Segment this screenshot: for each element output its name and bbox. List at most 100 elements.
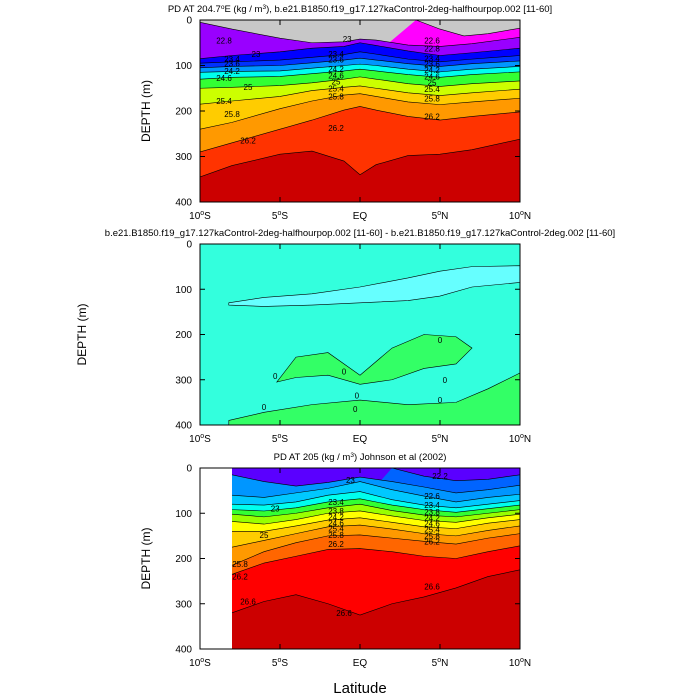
y-tick-label: 0	[186, 16, 192, 27]
contour-label: 25.4	[328, 84, 344, 93]
x-tick-label: 5oN	[432, 433, 449, 445]
y-tick-label: 300	[175, 152, 192, 163]
contour-label: 23.8	[328, 507, 344, 516]
contour-label: 25.8	[424, 532, 440, 541]
x-tick-label: 10oN	[509, 210, 531, 222]
contour-label: 23.4	[424, 501, 440, 510]
contour-label: 0	[262, 403, 267, 412]
contour-line	[200, 76, 520, 89]
y-tick-label: 400	[175, 198, 192, 209]
contour-label: 24.6	[328, 519, 344, 528]
y-tick-label: 0	[186, 240, 192, 251]
x-tick-label: 10oN	[509, 657, 531, 669]
contour-label: 23.4	[328, 50, 344, 59]
contour-label: 23.8	[424, 508, 440, 517]
chart-title: PD AT 204.7oE (kg / m3), b.e21.B1850.f19…	[168, 4, 552, 15]
contour-label: 26.2	[424, 112, 440, 121]
contour-label: 0	[438, 396, 443, 405]
contour-label: 24.6	[216, 74, 232, 83]
contour-line	[200, 63, 520, 73]
x-tick-label: 10oN	[509, 433, 531, 445]
contour-label: 24.6	[424, 72, 440, 81]
x-tick-label: 5oS	[272, 657, 288, 669]
contour-label: 24.2	[424, 66, 440, 75]
contour-label: 25.8	[224, 110, 240, 119]
contour-label: 25	[332, 77, 341, 86]
contour-label: 24.2	[328, 65, 344, 74]
y-tick-label: 0	[186, 464, 192, 475]
y-tick-label: 200	[175, 554, 192, 565]
contour-label: 0	[342, 368, 347, 377]
contour-line	[200, 138, 520, 178]
contour-line	[200, 51, 520, 64]
contour-label: 24.2	[424, 514, 440, 523]
contour-label: 26.2	[328, 124, 344, 133]
contour-label: 25	[428, 78, 437, 87]
contour-label: 25.8	[328, 531, 344, 540]
contour-line	[231, 474, 520, 494]
contour-label: 26.2	[424, 537, 440, 546]
contour-line	[200, 21, 520, 47]
contour-label: 23.6	[224, 60, 240, 69]
contour-label: 26.2	[232, 573, 248, 582]
contour-label: 25	[244, 83, 253, 92]
y-tick-label: 200	[175, 107, 192, 118]
contour-label: 23	[271, 505, 280, 514]
x-axis-label: Latitude	[333, 680, 386, 697]
contour-label: 25.8	[328, 92, 344, 101]
contour-line	[200, 85, 520, 105]
contour-line	[232, 517, 520, 532]
contour-line	[200, 42, 520, 59]
contour-label: 25.8	[424, 94, 440, 103]
contour-label: 0	[273, 372, 278, 381]
contour-label: 23.4	[328, 498, 344, 507]
contour-label: 22.8	[216, 36, 232, 45]
contour-label: 24.6	[328, 72, 344, 81]
contour-label: 25.4	[216, 97, 232, 106]
x-tick-label: 5oS	[272, 433, 288, 445]
contour-region	[228, 372, 520, 425]
contour-label: 23	[346, 476, 355, 485]
y-tick-label: 400	[175, 421, 192, 432]
x-tick-label: 5oS	[272, 210, 288, 222]
contour-label: 23	[343, 35, 352, 44]
y-tick-label: 200	[175, 330, 192, 341]
contour-label: 23.6	[328, 56, 344, 65]
y-tick-label: 100	[175, 285, 192, 296]
contour-label: 24.2	[328, 513, 344, 522]
x-tick-label: 10oS	[189, 433, 211, 445]
contour-label: 0	[353, 405, 358, 414]
x-tick-label: EQ	[353, 434, 368, 445]
contour-label: 0	[355, 392, 360, 401]
contour-label: 23.6	[424, 60, 440, 69]
contour-label: 22.6	[424, 36, 440, 45]
y-axis-label: DEPTH (m)	[139, 80, 153, 142]
contour-label: 25.4	[424, 85, 440, 94]
contour-line	[391, 468, 520, 481]
contour-region	[228, 265, 520, 307]
contour-label: 22.6	[424, 492, 440, 501]
contour-line	[231, 524, 520, 548]
x-tick-label: 5oN	[432, 657, 449, 669]
x-tick-label: 5oN	[432, 210, 449, 222]
contour-label: 26.6	[240, 597, 256, 606]
contour-line	[200, 57, 520, 69]
contour-label: 0	[443, 376, 448, 385]
contour-line	[415, 20, 520, 37]
y-axis-label: DEPTH (m)	[139, 528, 153, 590]
contour-label: 23	[252, 50, 261, 59]
contour-label: 23.4	[424, 55, 440, 64]
y-axis-label: DEPTH (m)	[75, 304, 89, 366]
contour-label: 25.8	[232, 560, 248, 569]
plot-area: 0 0 0 0 0 0 0 0	[200, 244, 520, 425]
contour-label: 25.4	[424, 526, 440, 535]
contour-label: 26.2	[328, 540, 344, 549]
contour-line	[231, 491, 520, 509]
y-tick-label: 100	[175, 61, 192, 72]
y-tick-label: 300	[175, 375, 192, 386]
